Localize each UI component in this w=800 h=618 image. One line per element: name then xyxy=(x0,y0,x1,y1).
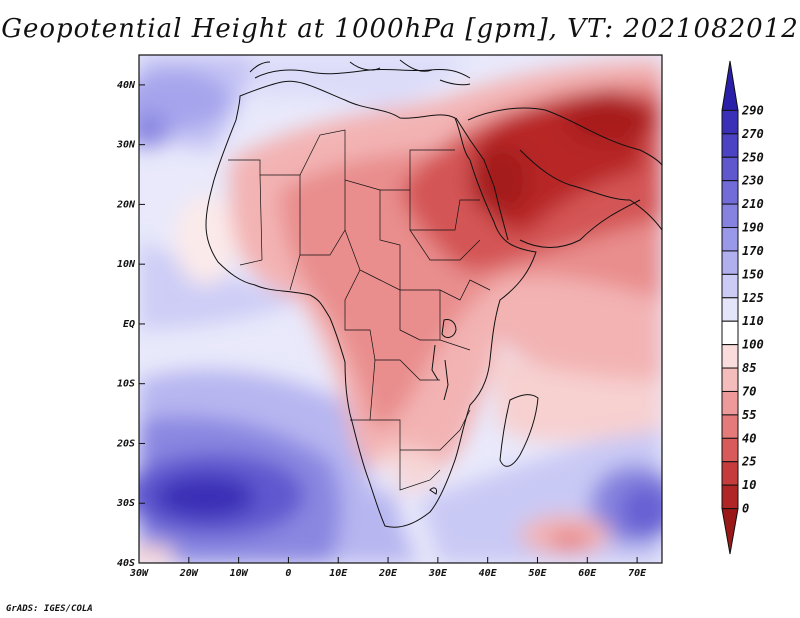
colorbar-label: 85 xyxy=(742,361,756,375)
colorbar-label: 150 xyxy=(742,267,764,281)
colorbar-swatch xyxy=(721,180,739,205)
colorbar-swatch xyxy=(721,250,739,275)
height-field xyxy=(139,55,662,563)
lon-tick-label: 50E xyxy=(528,568,547,579)
borders xyxy=(228,129,491,491)
colorbar-swatch xyxy=(721,203,739,229)
lon-tick-label: 10E xyxy=(329,568,348,579)
colorbar-swatch xyxy=(721,273,739,299)
colorbar-label: 125 xyxy=(742,291,764,305)
colorbar-label: 250 xyxy=(741,150,764,164)
lon-tick-label: 20W xyxy=(179,568,199,579)
colorbar-label: 190 xyxy=(742,221,764,235)
colorbar-swatch xyxy=(721,437,739,463)
lat-tick-label: 40N xyxy=(117,80,136,91)
map-frame xyxy=(138,54,663,564)
colorbar-swatch xyxy=(721,344,739,369)
lat-tick-label: 20N xyxy=(116,199,136,210)
colorbar-label: 270 xyxy=(741,127,764,141)
colorbar-top-arrow xyxy=(721,60,739,111)
colorbar: 2902702502302101901701501251101008570554… xyxy=(721,60,764,555)
chart-title: Geopotential Height at 1000hPa [gpm], VT… xyxy=(1,14,799,44)
lon-tick-label: 10W xyxy=(230,568,249,579)
colorbar-label: 10 xyxy=(742,478,756,492)
colorbar-label: 40 xyxy=(742,431,756,445)
colorbar-label: 70 xyxy=(742,384,756,398)
colorbar-label: 55 xyxy=(742,408,756,422)
colorbar-swatch xyxy=(721,297,739,322)
lat-tick-label: 40S xyxy=(117,558,135,569)
colorbar-swatch xyxy=(721,484,739,510)
colorbar-swatch xyxy=(721,320,739,346)
colorbar-bottom-arrow xyxy=(721,508,739,555)
grads-credit: GrADS: IGES/COLA xyxy=(6,604,93,614)
colorbar-swatch xyxy=(721,367,739,392)
colorbar-swatch xyxy=(721,390,739,416)
lon-tick-label: 30W xyxy=(129,568,149,579)
lon-tick-label: 70E xyxy=(628,568,647,579)
colorbar-label: 290 xyxy=(741,103,764,117)
colorbar-label: 210 xyxy=(741,197,764,211)
colorbar-label: 170 xyxy=(742,244,764,258)
colorbar-label: 0 xyxy=(742,502,749,516)
colorbar-swatch xyxy=(721,156,739,182)
lat-tick-label: 20S xyxy=(116,438,135,449)
colorbar-label: 100 xyxy=(742,338,764,352)
lakes xyxy=(429,319,457,495)
colorbar-label: 110 xyxy=(742,314,764,328)
lon-tick-label: 60E xyxy=(578,568,597,579)
lat-tick-label: EQ xyxy=(123,319,135,330)
lat-tick-label: 30N xyxy=(116,140,136,151)
lon-tick-label: 20E xyxy=(378,568,398,579)
coastlines xyxy=(205,59,662,528)
colorbar-swatch xyxy=(721,414,739,439)
colorbar-swatch xyxy=(721,227,739,252)
colorbar-label: 230 xyxy=(741,174,764,188)
lat-tick-label: 30S xyxy=(116,498,135,509)
longitude-axis: 30W 20W 10W 0 10E 20E 30E 40E 50E 60E 70E xyxy=(129,557,647,579)
lon-tick-label: 40E xyxy=(479,568,498,579)
colorbar-label: 25 xyxy=(741,455,756,469)
latitude-axis: 40N 30N 20N 10N EQ 10S 20S 30S 40S xyxy=(116,80,145,569)
colorbar-swatch xyxy=(721,461,739,486)
lon-tick-label: 0 xyxy=(285,568,291,579)
colorbar-swatch xyxy=(721,109,739,135)
lon-tick-label: 30E xyxy=(428,568,448,579)
colorbar-swatch xyxy=(721,133,739,158)
lat-tick-label: 10S xyxy=(117,379,135,390)
lat-tick-label: 10N xyxy=(117,259,136,270)
